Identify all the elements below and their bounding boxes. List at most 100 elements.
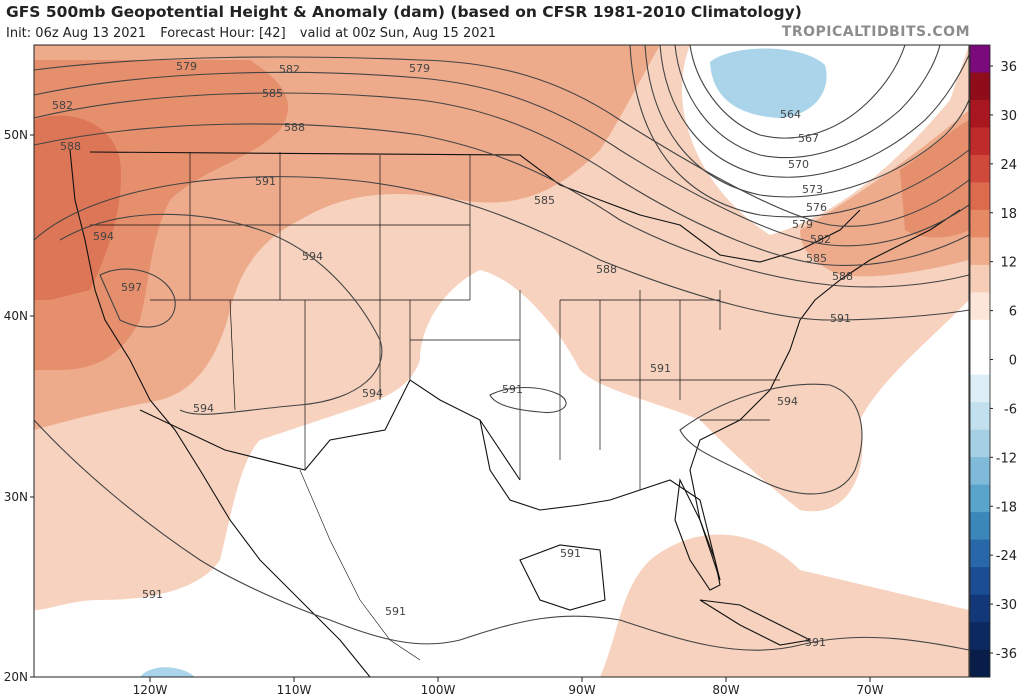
site-watermark: TROPICALTIDBITS.COM: [781, 24, 970, 40]
colorbar-label: -30: [996, 598, 1017, 613]
lon-label: 80W: [712, 683, 739, 696]
colorbar-swatches: [970, 45, 990, 678]
colorbar-swatch: [970, 182, 990, 211]
colorbar: 36 30 24 18 12 6 0 -6 -12 -18 -24 -30 -36: [969, 44, 1017, 678]
contour-591-south: [33, 419, 970, 651]
colorbar-swatch: [970, 402, 990, 431]
contour-label: 567: [798, 132, 819, 145]
mexico-interior: [299, 469, 421, 661]
lon-label: 120W: [133, 683, 168, 696]
colorbar-swatch: [970, 99, 990, 128]
anomaly-negative-pacific: [140, 667, 195, 677]
forecast-hour: Forecast Hour: [42]: [160, 26, 286, 41]
contour-564: [689, 44, 906, 139]
colorbar-swatch: [970, 429, 990, 458]
west-coast: [69, 149, 371, 678]
state-lines: [90, 152, 780, 490]
contour-label: 570: [788, 158, 809, 171]
cuba: [699, 599, 812, 646]
colorbar-swatch: [970, 45, 990, 73]
colorbar-swatch: [970, 567, 990, 596]
contour-585: [33, 92, 970, 266]
colorbar-swatch: [970, 72, 990, 101]
contour-597: [99, 268, 176, 328]
contour-label: 585: [806, 252, 827, 265]
us-mexico-border: [139, 379, 521, 481]
contour-label: 579: [792, 218, 813, 231]
contour-576: [629, 44, 970, 218]
colorbar-label: -36: [996, 647, 1017, 662]
geographic-borders: [69, 149, 961, 678]
state-grid: [90, 152, 780, 490]
contour-label: 582: [279, 63, 300, 76]
contour-label: 579: [409, 62, 430, 75]
colorbar-swatch: [970, 457, 990, 486]
colorbar-swatch: [970, 264, 990, 293]
colorbar-label: -6: [1004, 402, 1017, 417]
colorbar-swatch: [970, 512, 990, 541]
colorbar-swatch: [970, 594, 990, 623]
colorbar-label: -12: [996, 451, 1017, 466]
contour-594-west: [59, 213, 383, 415]
contour-label: 588: [596, 263, 617, 276]
contour-591-small: [489, 387, 567, 414]
contour-label: 564: [780, 108, 801, 121]
colorbar-label: 30: [1000, 109, 1017, 124]
contour-label-group: 579 582 579 582 585 588 588 591 585 594 …: [52, 60, 853, 649]
colorbar-frame: [969, 44, 991, 678]
colorbar-label: 36: [1000, 60, 1017, 75]
colorbar-swatch: [970, 539, 990, 568]
contour-588: [33, 123, 970, 288]
contour-570: [659, 44, 970, 178]
lon-label: 70W: [856, 683, 883, 696]
contour-label: 591: [805, 636, 826, 649]
colorbar-swatch: [970, 319, 990, 348]
yucatan: [519, 544, 606, 611]
contour-label: 594: [93, 230, 114, 243]
colorbar-label: -24: [996, 549, 1017, 564]
contour-label: 591: [502, 383, 523, 396]
colorbar-label: 12: [1000, 256, 1017, 271]
lat-label: 50N: [4, 128, 28, 142]
colorbar-swatch: [970, 292, 990, 321]
colorbar-labels: 36 30 24 18 12 6 0 -6 -12 -18 -24 -30 -36: [990, 60, 1017, 662]
gulf-coast: [479, 419, 721, 581]
colorbar-swatch: [970, 622, 990, 651]
lon-label: 90W: [568, 683, 595, 696]
lon-label: 100W: [421, 683, 456, 696]
colorbar-swatch: [970, 374, 990, 403]
contour-label: 594: [302, 250, 323, 263]
contour-label: 588: [832, 270, 853, 283]
contour-label: 585: [534, 194, 555, 207]
contour-579: [33, 56, 970, 227]
east-coast: [689, 209, 961, 581]
valid-time: valid at 00z Sun, Aug 15 2021: [299, 26, 497, 41]
lon-label: 110W: [277, 683, 312, 696]
contour-label: 582: [810, 233, 831, 246]
contour-label: 582: [52, 99, 73, 112]
contour-label: 594: [777, 395, 798, 408]
contour-label: 591: [142, 588, 163, 601]
contour-label: 576: [806, 201, 827, 214]
anomaly-negative-hudson: [710, 48, 827, 118]
contour-label: 588: [60, 140, 81, 153]
colorbar-label: 24: [1000, 158, 1017, 173]
contour-label: 573: [802, 183, 823, 196]
contour-591-north: [33, 176, 970, 321]
colorbar-swatch: [970, 127, 990, 156]
colorbar-swatch: [970, 484, 990, 513]
colorbar-swatch: [970, 209, 990, 238]
init-time: Init: 06z Aug 13 2021: [6, 26, 147, 41]
lon-axis: 120W 110W 100W 90W 80W 70W: [133, 677, 884, 696]
colorbar-swatch: [970, 649, 990, 678]
anomaly-strong-maritimes: [900, 120, 969, 238]
lat-axis: 50N 40N 30N 20N: [4, 128, 34, 684]
contour-567: [674, 44, 941, 159]
colorbar-label: 0: [1009, 354, 1017, 369]
canada-us-border: [89, 151, 861, 263]
contour-label: 591: [560, 547, 581, 560]
lat-label: 30N: [4, 490, 28, 504]
contour-label: 597: [121, 281, 142, 294]
contour-label: 591: [255, 175, 276, 188]
